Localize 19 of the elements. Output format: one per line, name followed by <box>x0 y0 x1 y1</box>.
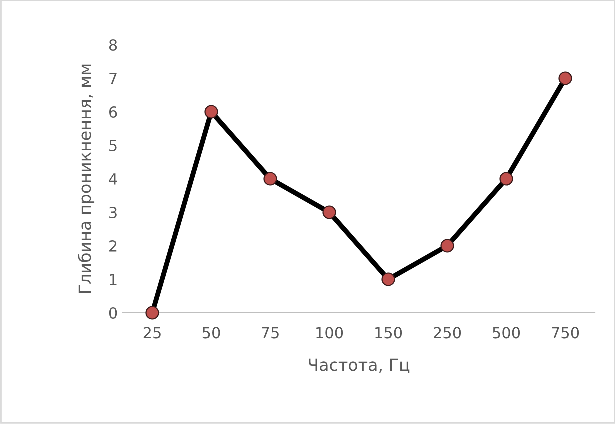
y-tick-label: 5 <box>110 140 117 152</box>
y-tick-label: 7 <box>110 73 117 84</box>
x-tick-label: 50 <box>202 327 220 339</box>
x-tick-label: 100 <box>316 327 344 339</box>
x-tick-label: 250 <box>434 327 462 339</box>
y-tick-label: 4 <box>109 174 118 185</box>
x-tick-label: 75 <box>262 327 279 339</box>
x-tick-label: 150 <box>376 327 402 339</box>
y-tick-label: 3 <box>110 206 117 219</box>
x-tick-label: 500 <box>493 327 520 339</box>
y-tick-label: 1 <box>110 274 117 286</box>
y-tick-label: 8 <box>109 39 118 52</box>
y-axis-title: Глибина проникнення, мм <box>78 64 95 294</box>
y-tick-label: 2 <box>110 240 117 252</box>
y-tick-label: 6 <box>109 106 118 118</box>
y-tick-label: 0 <box>109 307 118 320</box>
x-tick-label: 25 <box>144 327 161 339</box>
x-axis-title: Частота, Гц <box>309 358 410 374</box>
x-tick-label: 750 <box>552 327 580 339</box>
